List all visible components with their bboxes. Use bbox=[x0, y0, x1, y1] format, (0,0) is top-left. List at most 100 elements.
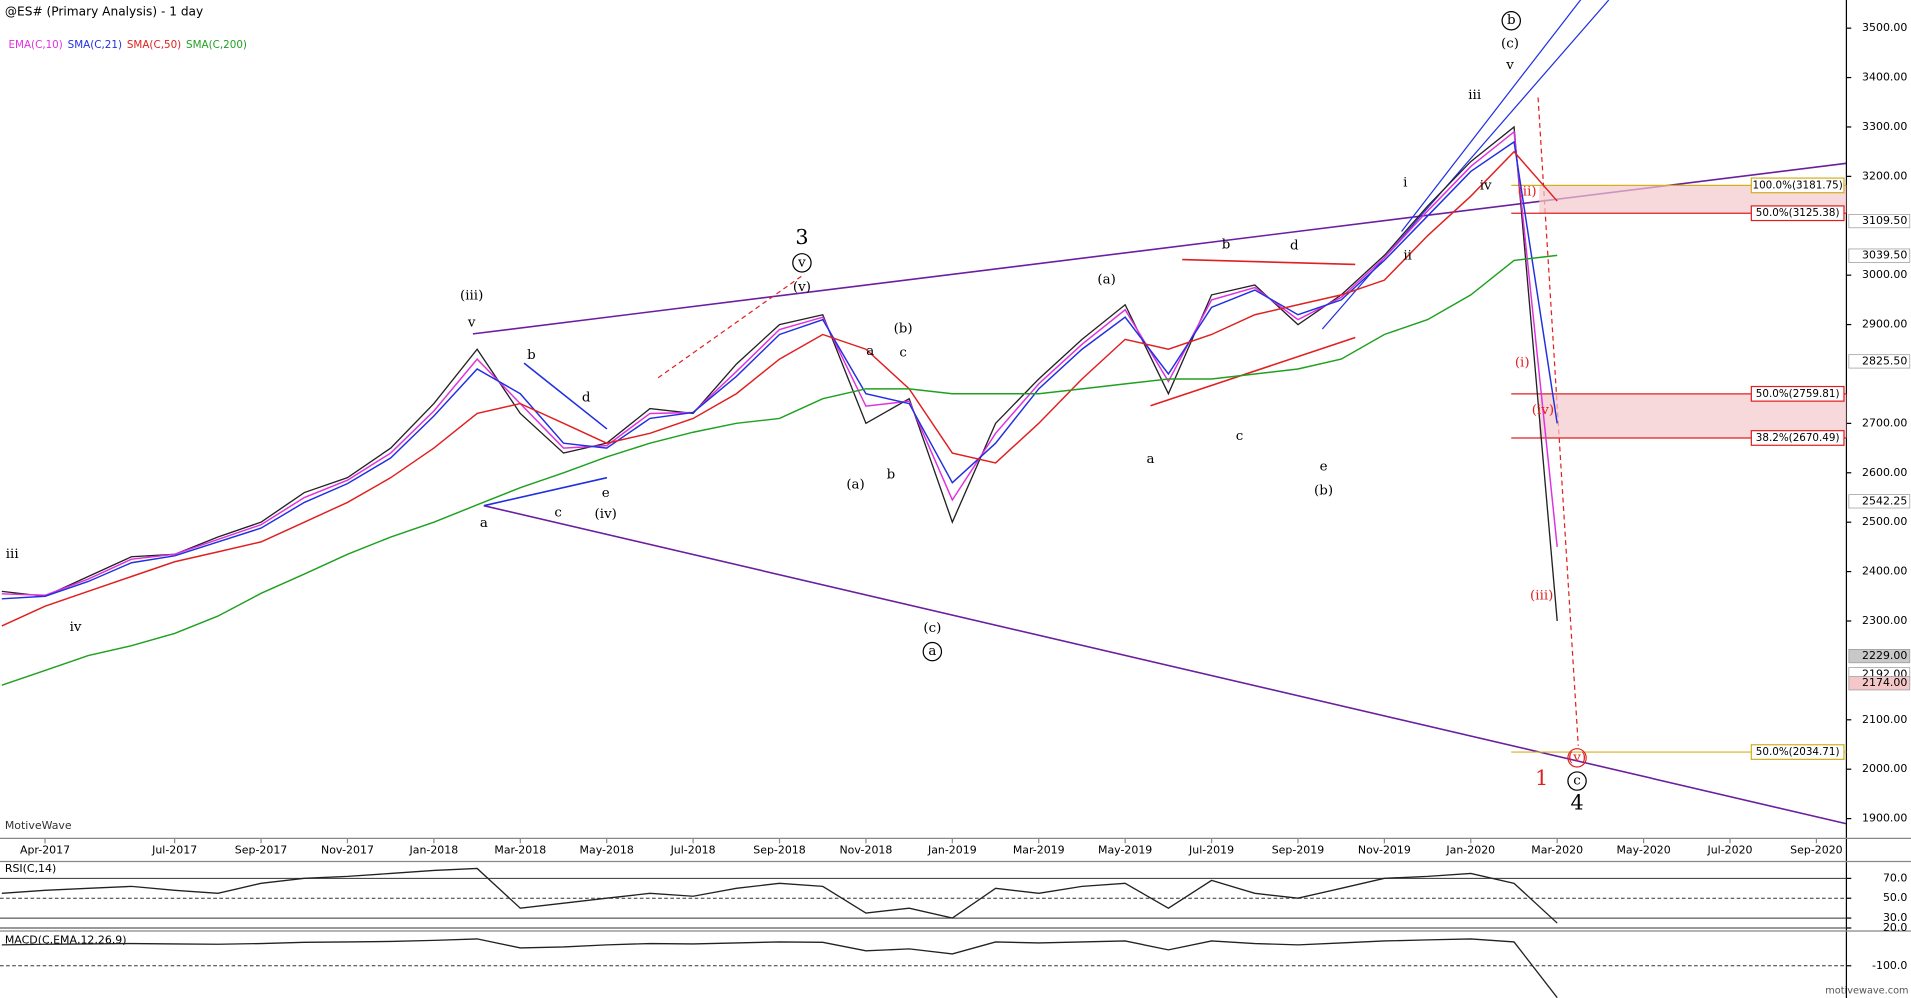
x-tick-label: Jul-2018 bbox=[670, 844, 716, 857]
wave-label: v bbox=[1505, 58, 1514, 73]
wave-label: (c) bbox=[923, 621, 941, 636]
wave-label: i bbox=[1403, 175, 1407, 190]
wave-label: c bbox=[554, 505, 562, 520]
x-tick-label: Mar-2020 bbox=[1531, 844, 1583, 857]
fib-label-box bbox=[1750, 385, 1845, 402]
legend-entry: SMA(C,50) bbox=[127, 39, 181, 51]
x-tick-label: Jan-2019 bbox=[927, 844, 977, 857]
x-tick-label: Apr-2017 bbox=[20, 844, 70, 857]
triangle-line bbox=[1182, 258, 1356, 266]
price-tag: 2174.00 bbox=[1862, 676, 1907, 689]
y-tick-label: 20.0 bbox=[1883, 921, 1907, 934]
price-tag-box bbox=[1848, 354, 1911, 369]
y-tick-label: 70.0 bbox=[1883, 871, 1907, 884]
wave-label: (iii) bbox=[1530, 588, 1553, 603]
fib-label: 100.0%(3181.75) bbox=[1753, 179, 1843, 191]
wave-label: c bbox=[1573, 774, 1581, 789]
y-tick-label: -100.0 bbox=[1872, 959, 1907, 972]
wave-label: e bbox=[1320, 459, 1328, 474]
wave-label: (b) bbox=[1314, 484, 1333, 499]
wave-label: a bbox=[928, 644, 936, 659]
x-tick-label: Jul-2017 bbox=[151, 844, 197, 857]
annotation-circle bbox=[1501, 11, 1521, 31]
price-tag: 2825.50 bbox=[1862, 354, 1907, 367]
panel-title: RSI(C,14) bbox=[5, 862, 56, 875]
y-tick-label: 2100.00 bbox=[1862, 713, 1907, 726]
x-tick-label: Mar-2019 bbox=[1013, 844, 1065, 857]
wave-label: d bbox=[582, 391, 591, 406]
channel-line bbox=[657, 273, 805, 379]
annotation-circle bbox=[1567, 748, 1587, 768]
y-tick-label: 2900.00 bbox=[1862, 318, 1907, 331]
y-tick-label: 3000.00 bbox=[1862, 268, 1907, 281]
wave-label: (iv) bbox=[1532, 403, 1554, 418]
fib-label-box bbox=[1750, 177, 1845, 194]
y-tick-label: 2500.00 bbox=[1862, 515, 1907, 528]
x-tick-label: Sep-2019 bbox=[1272, 844, 1325, 857]
price-line bbox=[1, 125, 1558, 622]
x-tick-label: Sep-2017 bbox=[235, 844, 288, 857]
legend-entry: SMA(C,21) bbox=[68, 39, 122, 51]
wave-label: d bbox=[1290, 239, 1299, 254]
legend-entry: EMA(C,10) bbox=[9, 39, 63, 51]
trend-line bbox=[483, 504, 1847, 825]
wave-label: 1 bbox=[1535, 766, 1548, 790]
wave-label: a bbox=[866, 344, 874, 359]
wave-label: ii bbox=[1403, 248, 1412, 263]
y-tick-label: 3400.00 bbox=[1862, 71, 1907, 84]
wave-label: (v) bbox=[1568, 750, 1586, 765]
x-tick-label: May-2019 bbox=[1098, 844, 1152, 857]
x-tick-label: Nov-2019 bbox=[1358, 844, 1411, 857]
x-tick-label: May-2020 bbox=[1616, 844, 1670, 857]
price-tag: 2542.25 bbox=[1862, 494, 1907, 507]
annotation-circle bbox=[792, 253, 812, 273]
channel-line bbox=[1401, 0, 1582, 232]
fib-label-box bbox=[1750, 205, 1845, 222]
wave-label: (iii) bbox=[460, 288, 483, 303]
wave-label: a bbox=[1147, 452, 1155, 467]
x-tick-label: Jan-2020 bbox=[1445, 844, 1495, 857]
y-tick-label: 2600.00 bbox=[1862, 466, 1907, 479]
x-tick-label: Jan-2018 bbox=[409, 844, 459, 857]
x-tick-label: Mar-2018 bbox=[494, 844, 546, 857]
fib-label: 38.2%(2670.49) bbox=[1756, 432, 1840, 444]
fib-label: 50.0%(2759.81) bbox=[1756, 388, 1840, 400]
wave-label: c bbox=[899, 346, 907, 361]
y-tick-label: 30.0 bbox=[1883, 911, 1907, 924]
wave-label: (a) bbox=[846, 478, 864, 493]
y-tick-label: 1900.00 bbox=[1862, 812, 1907, 825]
x-tick-label: Jul-2019 bbox=[1188, 844, 1234, 857]
y-tick-label: 2400.00 bbox=[1862, 565, 1907, 578]
triangle-line bbox=[523, 362, 608, 430]
watermark: MotiveWave bbox=[5, 819, 72, 832]
wave-label: b bbox=[1222, 238, 1231, 253]
y-tick-label: 2700.00 bbox=[1862, 416, 1907, 429]
indicator-line bbox=[1, 140, 1558, 600]
wave-label: (c) bbox=[1501, 36, 1519, 51]
wave-label: iii bbox=[1468, 88, 1481, 103]
x-tick-label: Jul-2020 bbox=[1706, 844, 1752, 857]
triangle-line bbox=[483, 476, 608, 507]
y-tick-label: 2000.00 bbox=[1862, 762, 1907, 775]
footer-url: motivewave.com bbox=[1825, 986, 1908, 997]
x-tick-label: Nov-2017 bbox=[321, 844, 374, 857]
wave-label: (i) bbox=[1515, 356, 1530, 371]
wave-label: iv bbox=[70, 620, 82, 635]
price-tag-box bbox=[1848, 649, 1911, 664]
price-line bbox=[1, 938, 1558, 998]
y-tick-label: 50.0 bbox=[1883, 891, 1907, 904]
price-line bbox=[1, 867, 1558, 924]
wave-label: c bbox=[1236, 429, 1244, 444]
fib-label-box bbox=[1750, 744, 1845, 760]
legend-entry: SMA(C,200) bbox=[186, 39, 247, 51]
y-tick-label: 2300.00 bbox=[1862, 614, 1907, 627]
price-tag: 3109.50 bbox=[1862, 214, 1907, 227]
annotation-circle bbox=[1567, 771, 1587, 791]
x-tick-label: Nov-2018 bbox=[839, 844, 892, 857]
chart-title: @ES# (Primary Analysis) - 1 day bbox=[5, 5, 203, 19]
wave-label: (a) bbox=[1097, 273, 1115, 288]
wave-label: b bbox=[527, 348, 536, 363]
indicator-line bbox=[1, 254, 1558, 686]
wave-label: b bbox=[887, 468, 896, 483]
